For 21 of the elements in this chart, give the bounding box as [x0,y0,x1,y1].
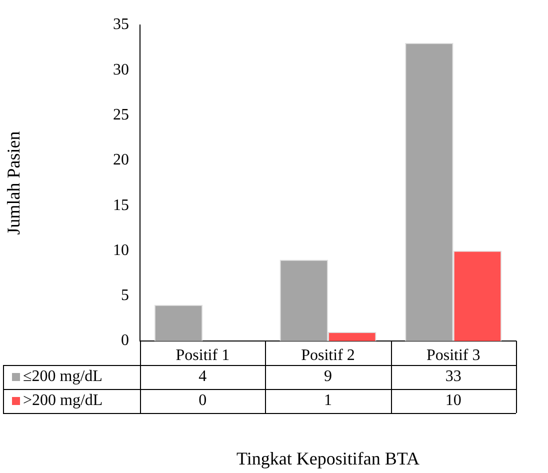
y-tick-label: 5 [121,287,129,304]
y-tick-label: 0 [121,332,129,350]
x-axis-title: Tingkat Kepositifan BTA [236,448,420,469]
legend-label: ≤200 mg/dL [23,368,102,386]
x-tick-label: Positif 2 [301,346,355,364]
legend-label: >200 mg/dL [23,392,103,410]
y-tick-label: 35 [113,16,129,34]
data-label: 33 [445,368,462,386]
y-tick-label: 30 [113,61,129,78]
y-tick-label: 10 [113,242,129,259]
y-tick-label: 15 [113,196,129,214]
x-tick-label: Positif 1 [176,346,230,364]
data-label: 4 [198,368,207,386]
y-tick-label: 20 [113,152,129,169]
y-axis-title: Jumlah Pasien [4,131,24,235]
data-label: 1 [324,392,332,410]
x-tick-label: Positif 3 [426,346,480,364]
data-label: 9 [324,368,332,386]
y-tick-label: 25 [113,106,129,124]
data-label: 0 [198,392,207,410]
data-label: 10 [445,392,462,410]
